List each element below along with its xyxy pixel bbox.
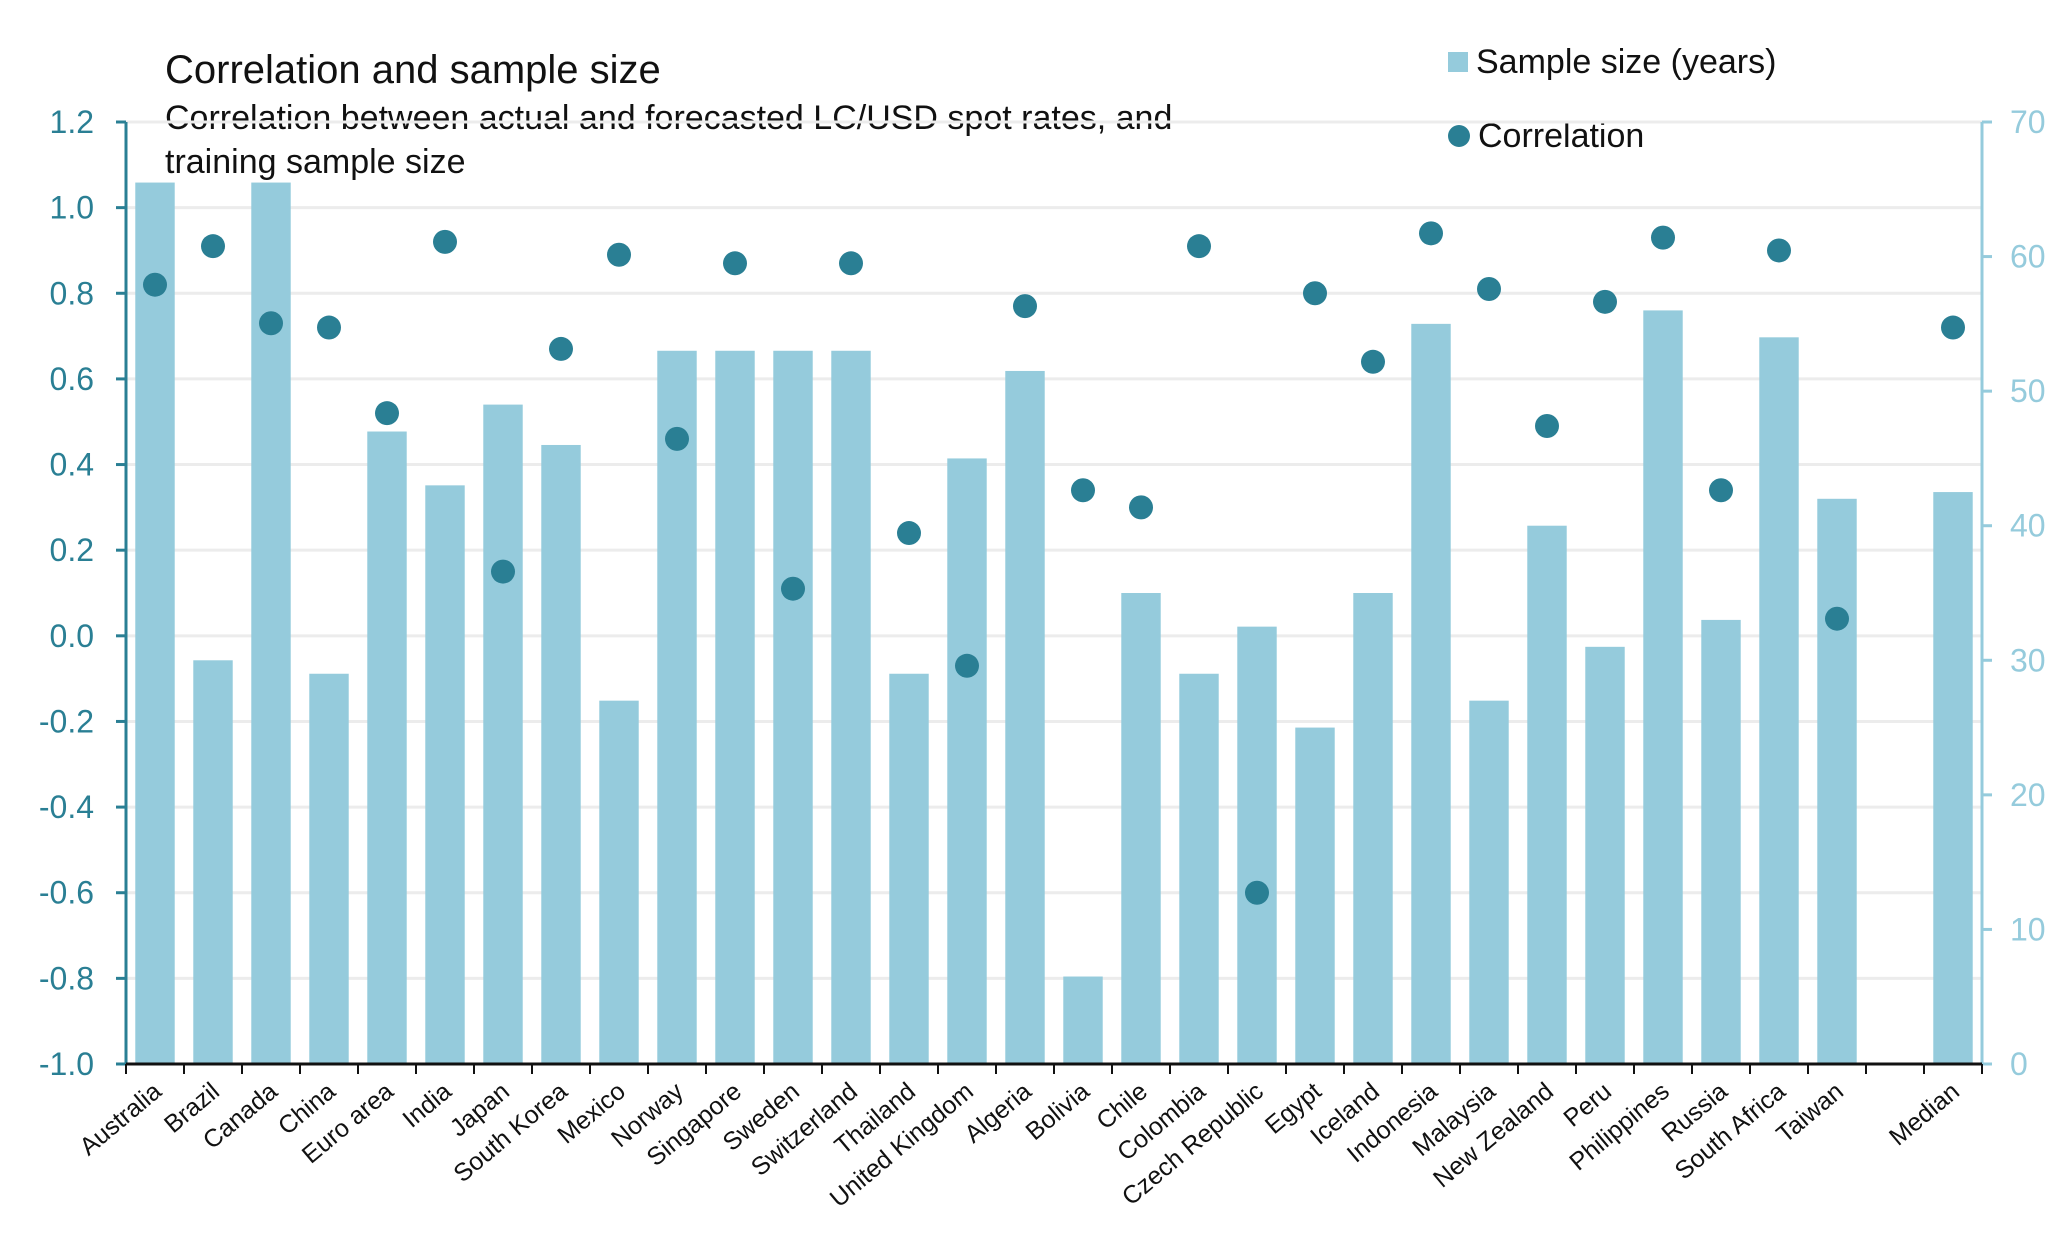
dot-mexico <box>607 242 631 267</box>
x-tick-label-taiwan: Taiwan <box>1771 1077 1849 1148</box>
dot-taiwan <box>1825 606 1849 631</box>
left-tick-label: -0.6 <box>39 875 94 911</box>
bar-united-kingdom <box>947 458 987 1064</box>
bar-euro-area <box>367 431 407 1064</box>
right-tick-label: 10 <box>2010 911 2046 947</box>
right-tick-label: 40 <box>2010 508 2046 544</box>
bar-south-africa <box>1759 337 1799 1064</box>
bar-mexico <box>599 700 639 1064</box>
bar-russia <box>1701 619 1741 1064</box>
dot-south-africa <box>1767 238 1791 263</box>
dot-indonesia <box>1419 221 1443 246</box>
left-tick-label: 0.0 <box>50 618 94 654</box>
dot-united-kingdom <box>955 653 979 678</box>
right-tick-label: 60 <box>2010 239 2046 275</box>
legend-item-sample-size: Sample size (years) <box>1448 40 1776 84</box>
bar-japan <box>483 404 523 1065</box>
right-tick-label: 50 <box>2010 373 2046 409</box>
dot-thailand <box>897 521 921 546</box>
bar-colombia <box>1179 673 1219 1064</box>
bar-indonesia <box>1411 323 1451 1064</box>
left-tick-label: -0.4 <box>39 789 94 825</box>
x-tick-label-bolivia: Bolivia <box>1020 1077 1094 1146</box>
bar-brazil <box>193 660 233 1064</box>
dot-czech-republic <box>1245 880 1269 905</box>
dot-iceland <box>1361 349 1385 374</box>
dot-bolivia <box>1071 478 1095 503</box>
bar-australia <box>135 182 175 1065</box>
right-tick-label: 30 <box>2010 642 2046 678</box>
dot-russia <box>1709 478 1733 503</box>
dot-euro-area <box>375 401 399 426</box>
bar-china <box>309 673 349 1064</box>
bar-switzerland <box>831 350 871 1064</box>
right-tick-label: 70 <box>2010 104 2046 140</box>
bar-thailand <box>889 673 929 1064</box>
bar-new-zealand <box>1527 525 1567 1064</box>
left-tick-label: -0.8 <box>39 960 94 996</box>
left-tick-label: 0.6 <box>50 361 94 397</box>
left-tick-label: 0.4 <box>50 447 94 483</box>
dot-sweden <box>781 576 805 601</box>
bar-sweden <box>773 350 813 1064</box>
bar-czech-republic <box>1237 626 1277 1064</box>
bar-chile <box>1121 593 1161 1064</box>
dot-singapore <box>723 251 747 276</box>
chart-title: Correlation and sample size <box>165 48 661 92</box>
dot-colombia <box>1187 234 1211 259</box>
legend-dot-swatch-icon <box>1448 125 1470 147</box>
bar-philippines <box>1643 310 1683 1064</box>
bar-median <box>1933 492 1973 1065</box>
dot-china <box>317 315 341 340</box>
dot-brazil <box>201 234 225 259</box>
bar-bolivia <box>1063 976 1103 1064</box>
right-tick-label: 20 <box>2010 777 2046 813</box>
right-tick-label: 0 <box>2010 1046 2028 1082</box>
bar-algeria <box>1005 370 1045 1064</box>
bar-singapore <box>715 350 755 1064</box>
bar-iceland <box>1353 593 1393 1064</box>
bar-norway <box>657 350 697 1064</box>
dot-egypt <box>1303 281 1327 306</box>
legend-label-sample-size: Sample size (years) <box>1476 42 1777 81</box>
dot-algeria <box>1013 294 1037 319</box>
chart-subtitle: Correlation between actual and forecaste… <box>165 99 1173 181</box>
x-tick-label-median: Median <box>1884 1077 1965 1151</box>
bar-south-korea <box>541 444 581 1064</box>
left-tick-label: 0.2 <box>50 532 94 568</box>
dot-canada <box>259 311 283 336</box>
dot-peru <box>1593 289 1617 314</box>
bar-egypt <box>1295 727 1335 1064</box>
dot-new-zealand <box>1535 414 1559 439</box>
dot-philippines <box>1651 225 1675 250</box>
dot-switzerland <box>839 251 863 276</box>
left-tick-label: 1.2 <box>50 104 94 140</box>
dot-median <box>1941 315 1965 340</box>
dot-norway <box>665 426 689 451</box>
dot-india <box>433 229 457 254</box>
left-tick-label: -0.2 <box>39 703 94 739</box>
legend-bar-swatch-icon <box>1448 52 1468 72</box>
x-tick-label-australia: Australia <box>74 1077 167 1161</box>
bar-malaysia <box>1469 700 1509 1064</box>
left-tick-label: 0.8 <box>50 275 94 311</box>
bar-peru <box>1585 646 1625 1064</box>
dot-australia <box>143 272 167 297</box>
dot-chile <box>1129 495 1153 520</box>
dot-south-korea <box>549 336 573 361</box>
bar-taiwan <box>1817 498 1857 1064</box>
dot-malaysia <box>1477 276 1501 301</box>
left-tick-label: -1.0 <box>39 1046 94 1082</box>
dot-japan <box>491 559 515 584</box>
left-tick-label: 1.0 <box>50 190 94 226</box>
x-tick-label-algeria: Algeria <box>959 1077 1037 1149</box>
bar-india <box>425 485 465 1064</box>
